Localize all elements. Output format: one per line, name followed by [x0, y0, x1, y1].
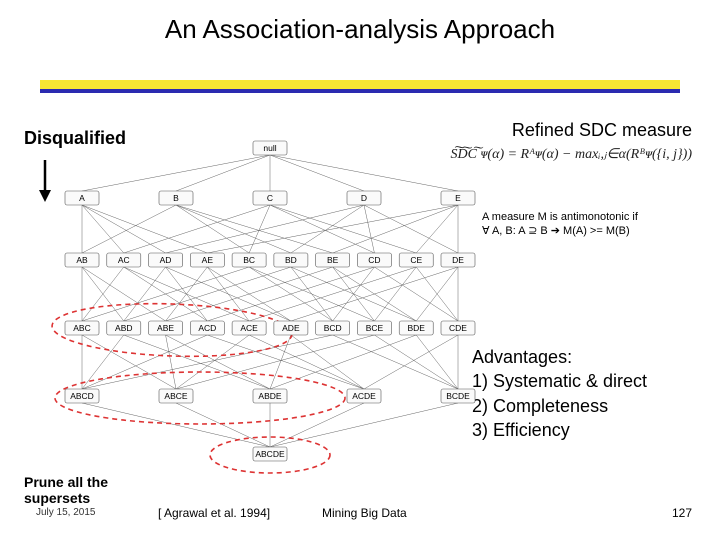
svg-text:ACDE: ACDE [352, 391, 376, 401]
svg-text:ABC: ABC [73, 323, 90, 333]
svg-text:BCDE: BCDE [446, 391, 470, 401]
svg-text:C: C [267, 193, 273, 203]
svg-text:BC: BC [243, 255, 255, 265]
subset-icon: ⊇ [528, 225, 537, 237]
svg-text:AB: AB [76, 255, 88, 265]
svg-text:DE: DE [452, 255, 464, 265]
sdc-formula: S͠D͠C͠ ᴪ(α) = Rᴬᴪ(α) − maxᵢ,ⱼ∈α(Rᴮᴪ({i, … [451, 146, 692, 163]
svg-text:CDE: CDE [449, 323, 467, 333]
svg-text:B: B [173, 193, 179, 203]
svg-text:CE: CE [410, 255, 422, 265]
svg-text:BE: BE [327, 255, 339, 265]
lattice-svg: nullABCDEABACADAEBCBDBECDCEDEABCABDABEAC… [60, 132, 480, 482]
svg-text:ABD: ABD [115, 323, 132, 333]
svg-text:A: A [79, 193, 85, 203]
svg-text:ACD: ACD [198, 323, 216, 333]
svg-text:ACE: ACE [240, 323, 258, 333]
refined-sdc-label: Refined SDC measure [512, 120, 692, 141]
svg-text:ADE: ADE [282, 323, 300, 333]
footer-page-number: 127 [672, 506, 692, 520]
svg-text:ABE: ABE [157, 323, 174, 333]
svg-text:D: D [361, 193, 367, 203]
advantages-block: Advantages: 1) Systematic & direct 2) Co… [472, 345, 692, 442]
svg-text:BD: BD [285, 255, 297, 265]
svg-text:ABCDE: ABCDE [255, 449, 285, 459]
svg-text:ABCD: ABCD [70, 391, 94, 401]
svg-text:null: null [263, 143, 276, 153]
itemset-lattice-diagram: nullABCDEABACADAEBCBDBECDCEDEABCABDABEAC… [60, 132, 480, 482]
title-divider [40, 80, 680, 94]
svg-text:CD: CD [368, 255, 380, 265]
svg-text:BCE: BCE [366, 323, 384, 333]
implies-icon: ➔ [551, 225, 560, 237]
svg-text:BDE: BDE [407, 323, 425, 333]
antimono-line2-mid: B [540, 225, 550, 237]
footer-date: July 15, 2015 [36, 507, 96, 518]
disqualified-arrow [39, 160, 51, 202]
svg-text:E: E [455, 193, 461, 203]
footer-citation: [ Agrawal et al. 1994] [158, 506, 270, 520]
advantages-l3: 3) Efficiency [472, 418, 692, 442]
slide-title: An Association-analysis Approach [0, 0, 720, 45]
advantages-l1: 1) Systematic & direct [472, 369, 692, 393]
antimono-line1: A measure M is antimonotonic if [482, 211, 638, 223]
antimono-line2-post: M(A) >= M(B) [563, 225, 630, 237]
svg-text:ABDE: ABDE [258, 391, 281, 401]
advantages-head: Advantages: [472, 345, 692, 369]
svg-text:AE: AE [202, 255, 214, 265]
advantages-l2: 2) Completeness [472, 394, 692, 418]
footer-midtext: Mining Big Data [322, 506, 407, 520]
antimono-line2-pre: ∀ A, B: A [482, 225, 528, 237]
svg-text:BCD: BCD [324, 323, 342, 333]
svg-text:ABCE: ABCE [164, 391, 187, 401]
svg-text:AC: AC [118, 255, 130, 265]
antimonotonic-definition: A measure M is antimonotonic if ∀ A, B: … [482, 210, 692, 239]
svg-text:AD: AD [160, 255, 172, 265]
